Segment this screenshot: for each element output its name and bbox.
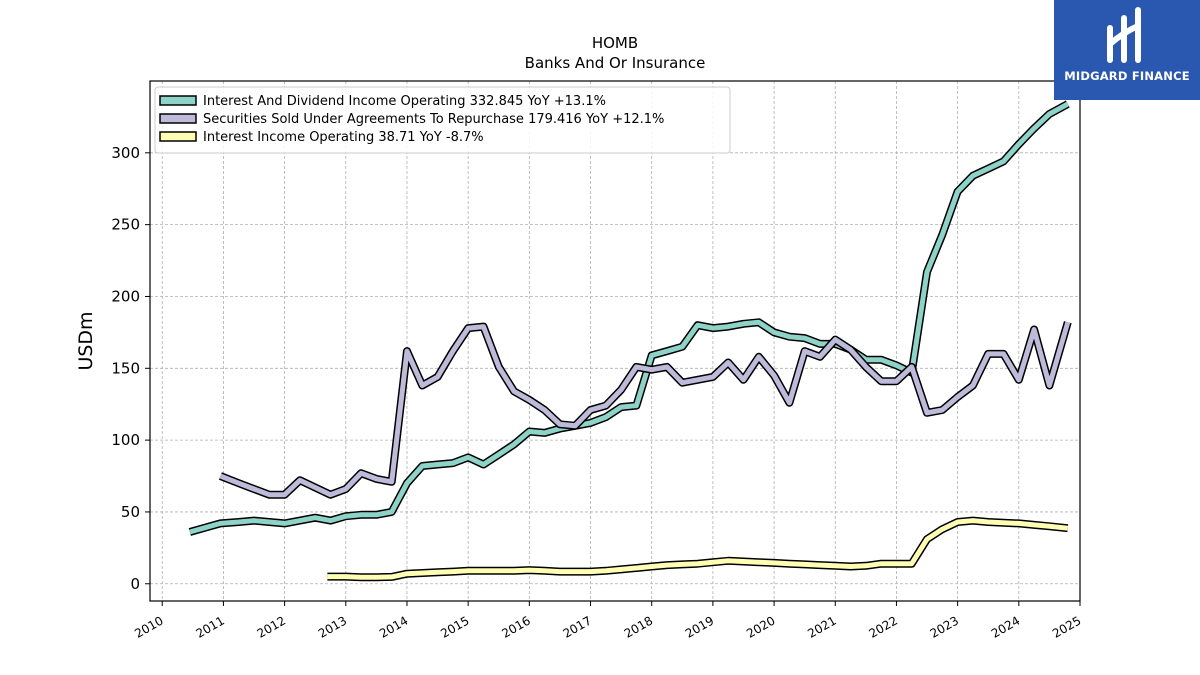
series-layer	[188, 100, 1072, 582]
brand-logo: MIDGARD FINANCE	[1054, 0, 1200, 100]
chart-subtitle: Banks And Or Insurance	[525, 54, 706, 72]
y-tick-label: 250	[111, 216, 140, 234]
series-line	[327, 516, 1069, 582]
brand-name: MIDGARD FINANCE	[1064, 69, 1190, 83]
legend-label: Interest Income Operating 38.71 YoY -8.7…	[203, 130, 484, 145]
x-tick-label: 2013	[316, 613, 349, 640]
x-tick-label: 2018	[622, 613, 655, 640]
chart-title: HOMB	[592, 34, 638, 52]
midgard-logo-icon	[1107, 7, 1141, 63]
x-tick-label: 2023	[928, 613, 961, 640]
x-tick-label: 2015	[438, 613, 471, 640]
x-tick-label: 2024	[989, 613, 1022, 640]
y-tick-label: 300	[111, 144, 140, 162]
y-tick-label: 0	[130, 575, 140, 593]
legend-box	[154, 86, 731, 154]
legend-swatch	[159, 113, 197, 124]
x-tick-label: 2021	[805, 613, 838, 640]
x-tick-label: 2014	[377, 613, 410, 640]
x-tick-label: 2025	[1050, 613, 1083, 640]
y-axis-label: USDm	[75, 311, 97, 370]
x-tick-label: 2016	[499, 613, 532, 640]
x-tick-label: 2012	[255, 613, 288, 640]
axes: 2010 2011 2012 2013 2014 2015 2016 2017 2018 2019…	[111, 144, 1083, 641]
x-tick-label: 2011	[193, 613, 226, 640]
y-tick-label: 100	[111, 431, 140, 449]
series-line	[188, 100, 1070, 536]
x-tick-label: 2022	[866, 613, 899, 640]
x-tick-label: 2010	[132, 613, 165, 640]
y-tick-label: 150	[111, 359, 140, 377]
legend-label: Securities Sold Under Agreements To Repu…	[203, 112, 664, 127]
series-line	[218, 321, 1072, 499]
x-tick-label: 2017	[561, 613, 594, 640]
y-tick-label: 200	[111, 287, 140, 305]
legend-swatch	[159, 95, 197, 106]
x-tick-label: 2020	[744, 613, 777, 640]
legend: Interest And Dividend Income Operating 3…	[154, 86, 731, 154]
x-tick-label: 2019	[683, 613, 716, 640]
legend-label: Interest And Dividend Income Operating 3…	[203, 94, 606, 109]
legend-swatch	[159, 131, 197, 142]
y-tick-label: 50	[121, 503, 140, 521]
plot-frame	[149, 80, 1081, 602]
